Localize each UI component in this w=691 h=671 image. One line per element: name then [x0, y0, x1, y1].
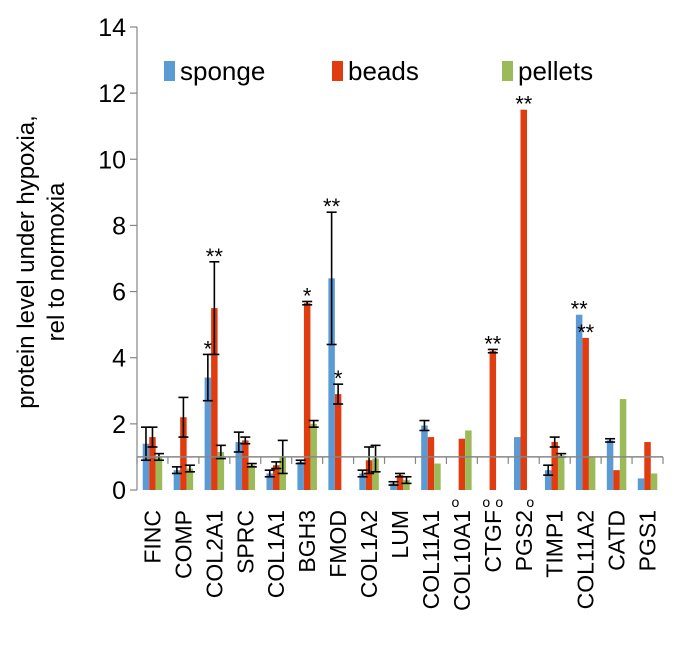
bar-pellets-col1a2	[372, 458, 379, 490]
annotation-asterisk: **	[515, 92, 533, 117]
category-label-col1a2: COL1A2	[356, 510, 382, 598]
annotation-asterisk: *	[303, 283, 312, 308]
y-tick-label: 4	[112, 345, 126, 373]
y-axis-title: protein level under hypoxia, rel to norm…	[13, 115, 70, 409]
annotation-circle: o	[482, 494, 490, 510]
bar-sponge-fmod	[328, 278, 335, 490]
bar-beads-fmod	[334, 394, 342, 490]
category-label-col1a1: COL1A1	[263, 510, 289, 598]
category-label-fmod: FMOD	[325, 510, 351, 578]
bar-pellets-sprc	[248, 465, 256, 490]
annotation-asterisk: **	[577, 320, 595, 345]
bar-pellets-comp	[186, 468, 194, 490]
bar-sponge-col11a1	[421, 425, 428, 490]
category-label-pgs2: PGS2	[511, 510, 537, 571]
bar-pellets-col11a1	[434, 463, 441, 490]
legend-label-beads: beads	[348, 56, 419, 86]
bar-sponge-sprc	[235, 442, 243, 490]
legend: sponge beads pellets	[164, 56, 593, 86]
bar-pellets-lum	[403, 480, 410, 490]
bar-pellets-timp1	[557, 455, 565, 490]
category-label-finc: FINC	[139, 510, 165, 564]
bar-sponge-timp1	[544, 470, 552, 490]
bar-beads-col2a1	[211, 308, 218, 490]
legend-label-sponge: sponge	[180, 56, 265, 86]
annotation-circle: o	[451, 494, 459, 510]
bar-sponge-pgs2	[514, 437, 521, 490]
bar-beads-pgs1	[644, 442, 651, 490]
bar-sponge-col11a2	[575, 314, 583, 490]
significance-annotations: ***************o o o o	[204, 92, 595, 510]
category-label-col2a1: COL2A1	[201, 510, 227, 598]
legend-swatch-pellets	[502, 61, 513, 81]
annotation-asterisk: **	[323, 194, 341, 219]
bar-pellets-finc	[155, 456, 163, 490]
bar-sponge-col1a1	[266, 473, 273, 490]
legend-swatch-beads	[332, 61, 343, 81]
category-label-col11a1: COL11A1	[418, 510, 444, 609]
bar-beads-pgs2	[520, 109, 528, 490]
bar-sponge-bgh3	[297, 461, 304, 490]
y-tick-label: 14	[98, 14, 126, 42]
annotation-asterisk: **	[571, 297, 589, 322]
bar-sponge-lum	[390, 483, 397, 490]
category-label-catd: CATD	[604, 510, 630, 571]
annotation-circle: o	[526, 494, 534, 510]
category-label-sprc: SPRC	[232, 510, 258, 574]
bar-beads-col10a1	[458, 438, 466, 490]
y-axis-title-line-2: rel to normoxia	[43, 182, 70, 341]
category-label-ctgf: CTGF	[480, 510, 506, 573]
annotation-asterisk: **	[484, 331, 502, 356]
category-label-lum: LUM	[387, 510, 413, 559]
y-tick-label: 10	[98, 146, 126, 174]
bar-pellets-pgs1	[650, 473, 658, 490]
category-labels: FINC COMP COL2A1 SPRC COL1A1 BGH3 FMOD COL1A2 LU…	[139, 510, 660, 611]
bar-pellets-catd	[619, 399, 627, 490]
bar-pellets-col2a1	[217, 451, 225, 490]
bar-beads-finc	[149, 437, 156, 490]
annotation-asterisk: **	[206, 244, 224, 269]
bar-beads-catd	[613, 470, 620, 490]
bar-beads-ctgf	[489, 351, 497, 490]
annotation-asterisk: *	[334, 366, 343, 391]
y-tick-label: 12	[98, 80, 126, 108]
legend-swatch-sponge	[164, 61, 175, 81]
bar-sponge-col1a2	[359, 473, 366, 490]
bar-pellets-col11a2	[588, 456, 596, 490]
category-label-bgh3: BGH3	[294, 510, 320, 573]
bar-beads-col1a1	[272, 465, 280, 490]
annotation-circle: o	[495, 494, 503, 510]
y-tick-label: 2	[112, 411, 126, 439]
category-label-timp1: TIMP1	[542, 510, 568, 578]
category-label-pgs1: PGS1	[635, 510, 661, 571]
bar-sponge-comp	[173, 470, 181, 490]
bar-beads-bgh3	[303, 303, 311, 490]
category-label-col10a1: COL10A1	[449, 510, 475, 611]
bars	[142, 109, 658, 490]
bar-beads-comp	[180, 417, 187, 490]
bar-sponge-finc	[142, 443, 150, 490]
bar-sponge-pgs1	[637, 478, 645, 490]
y-tick-label: 0	[112, 477, 126, 505]
y-axis: 0 2 4 6 8 10 12 14	[98, 14, 138, 505]
y-tick-label: 8	[112, 212, 126, 240]
bar-beads-lum	[396, 475, 404, 490]
reference-line	[136, 456, 664, 464]
bar-pellets-col10a1	[465, 430, 472, 490]
bar-beads-col11a1	[427, 437, 435, 490]
y-tick-label: 6	[112, 279, 126, 307]
bar-sponge-catd	[606, 440, 614, 490]
legend-label-pellets: pellets	[518, 56, 593, 86]
category-label-comp: COMP	[170, 510, 196, 579]
bar-sponge-col2a1	[204, 377, 212, 490]
bar-beads-col1a2	[365, 460, 373, 490]
bar-beads-timp1	[551, 442, 558, 490]
category-label-col11a2: COL11A2	[573, 510, 599, 609]
y-axis-title-line-1: protein level under hypoxia,	[13, 115, 40, 409]
bar-beads-col11a2	[582, 337, 589, 490]
bar-beads-sprc	[242, 440, 249, 490]
annotation-asterisk: *	[204, 336, 213, 361]
